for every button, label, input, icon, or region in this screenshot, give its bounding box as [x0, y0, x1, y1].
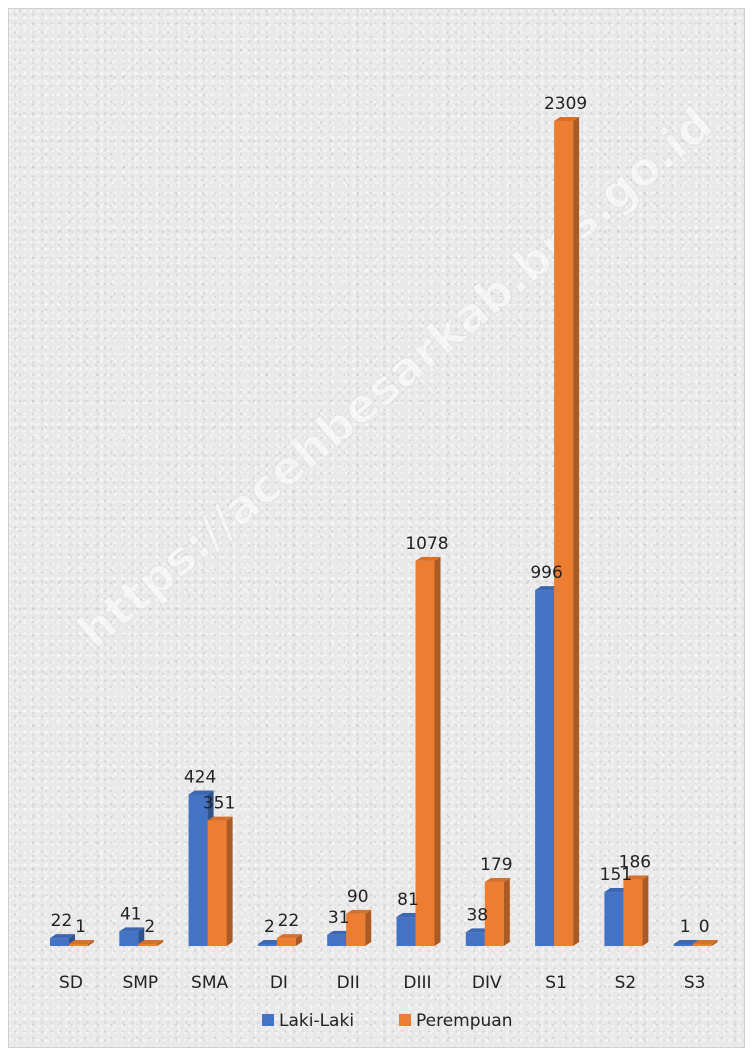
legend-label: Laki-Laki — [279, 1011, 354, 1031]
legend: Laki-Laki Perempuan — [262, 1011, 513, 1031]
category-label: DI — [270, 973, 288, 993]
value-label: 0 — [699, 917, 710, 937]
legend-swatch — [399, 1014, 411, 1026]
category-label: DII — [337, 973, 360, 993]
value-label: 81 — [397, 890, 419, 910]
category-labels-group: SD SMP SMA DI DII DIII DIV S1 S2 S3 — [59, 973, 705, 993]
watermark-text: https://acehbesarkab.bps.go.id — [67, 96, 722, 658]
value-label: 2 — [144, 917, 155, 937]
legend-swatch — [262, 1014, 274, 1026]
bar-perempuan-s3 — [692, 940, 718, 946]
value-label: 151 — [600, 865, 632, 885]
legend-label: Perempuan — [416, 1011, 513, 1031]
value-label: 22 — [278, 911, 300, 931]
bar-perempuan-s2 — [623, 875, 649, 946]
category-label: SD — [59, 973, 83, 993]
category-label: S2 — [615, 973, 637, 993]
value-label: 38 — [466, 905, 488, 925]
value-label: 2309 — [544, 94, 587, 114]
bar-perempuan-smp — [138, 940, 164, 946]
value-label: 2 — [264, 917, 275, 937]
value-label: 351 — [203, 794, 235, 814]
value-label: 424 — [184, 768, 216, 788]
legend-item-perempuan: Perempuan — [399, 1011, 513, 1031]
category-label: S3 — [684, 973, 706, 993]
category-label: DIV — [472, 973, 502, 993]
value-label: 186 — [619, 853, 651, 873]
value-label: 1078 — [405, 534, 448, 554]
value-label: 179 — [480, 855, 512, 875]
category-label: S1 — [545, 973, 567, 993]
category-label: SMA — [191, 973, 228, 993]
value-label: 1 — [680, 917, 691, 937]
value-label: 90 — [347, 887, 369, 907]
category-label: DIII — [403, 973, 431, 993]
legend-item-laki-laki: Laki-Laki — [262, 1011, 354, 1031]
value-label: 22 — [51, 911, 73, 931]
bar-perempuan-dii — [346, 909, 372, 946]
bar-perempuan-div — [484, 878, 510, 946]
value-label: 41 — [120, 904, 142, 924]
chart-frame — [8, 8, 745, 1048]
bar-perempuan-sd — [69, 940, 94, 946]
bar-perempuan-s1 — [554, 117, 580, 946]
value-label: 31 — [328, 908, 350, 928]
bars-group — [50, 117, 718, 946]
category-label: SMP — [122, 973, 158, 993]
value-label: 996 — [530, 563, 562, 583]
value-label: 1 — [75, 917, 86, 937]
bar-perempuan-di — [276, 934, 302, 946]
bar-perempuan-sma — [207, 816, 233, 946]
bar-perempuan-diii — [415, 556, 441, 946]
